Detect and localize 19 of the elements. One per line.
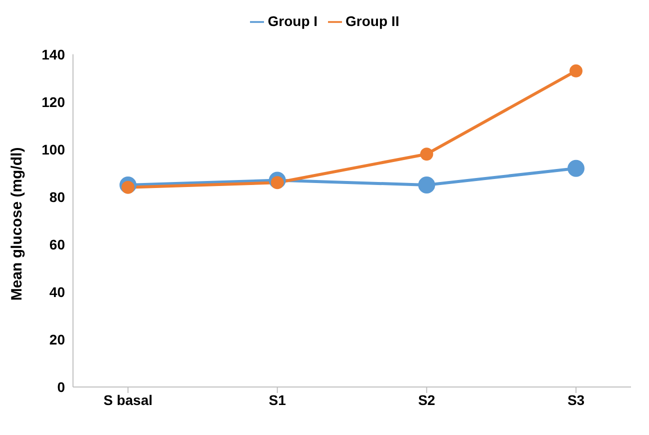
y-tick-label: 0 bbox=[57, 378, 66, 395]
point bbox=[570, 64, 582, 78]
legend-label: Group I bbox=[268, 13, 318, 29]
y-tick-label: 60 bbox=[49, 236, 66, 252]
y-tick-label: 140 bbox=[42, 46, 66, 62]
y-tick-label: 100 bbox=[42, 141, 66, 158]
x-tick-label: S basal bbox=[103, 392, 153, 408]
y-axis-title: Mean glucose (mg/dl) bbox=[8, 147, 26, 301]
x-tick-label: S2 bbox=[418, 392, 436, 408]
y-tick-label: 40 bbox=[49, 284, 66, 300]
y-tick-label: 80 bbox=[49, 188, 66, 205]
x-tick-label: S3 bbox=[567, 392, 585, 408]
x-tick-label: S1 bbox=[268, 392, 286, 408]
point bbox=[418, 176, 436, 194]
legend-label: Group II bbox=[346, 13, 400, 29]
point bbox=[420, 148, 434, 161]
point bbox=[568, 160, 584, 177]
y-tick-label: 120 bbox=[42, 94, 66, 110]
y-tick-label: 20 bbox=[49, 331, 66, 348]
